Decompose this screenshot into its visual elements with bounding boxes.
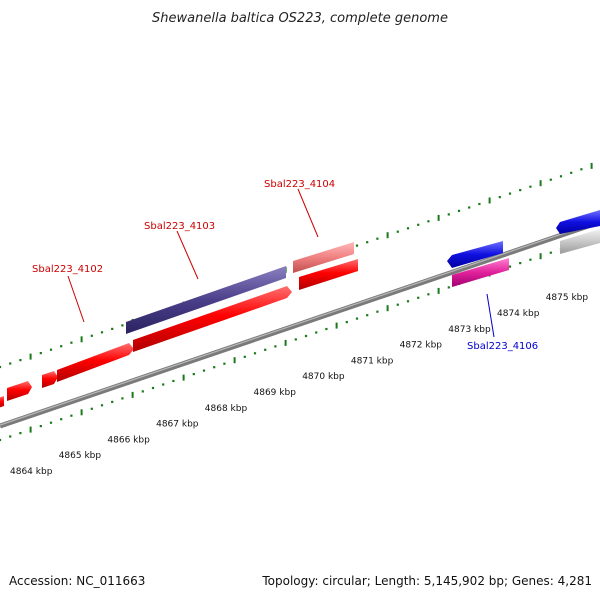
kbp-label: 4874 kbp [497, 309, 540, 319]
kbp-label: 4869 kbp [254, 388, 297, 398]
scale-labels: 4864 kbp 4865 kbp 4866 kbp 4867 kbp 4868 kbp… [10, 293, 588, 477]
gene-labels: Sbal223_4102 Sbal223_4103 Sbal223_4104 S… [32, 179, 538, 352]
leader-line [176, 230, 199, 280]
kbp-label: 4867 kbp [156, 420, 199, 430]
kbp-label: 4875 kbp [546, 293, 589, 303]
gene-feature[interactable] [452, 258, 509, 287]
gene-feature[interactable] [447, 241, 503, 268]
kbp-label: 4871 kbp [351, 356, 394, 366]
leader-line [486, 293, 495, 338]
gene-feature[interactable] [133, 286, 292, 352]
gene-label[interactable]: Sbal223_4103 [144, 221, 215, 232]
genome-backbone [0, 219, 600, 429]
gene-feature[interactable] [293, 242, 354, 273]
kbp-label: 4872 kbp [400, 341, 443, 351]
accession-text: Accession: NC_011663 [9, 574, 145, 588]
gene-feature[interactable] [126, 266, 286, 334]
kbp-label: 4866 kbp [107, 435, 150, 445]
gene-feature[interactable] [560, 229, 600, 254]
leader-line [297, 188, 319, 238]
kbp-label: 4864 kbp [10, 467, 53, 477]
gene-label[interactable]: Sbal223_4102 [32, 264, 103, 275]
kbp-label: 4865 kbp [59, 451, 102, 461]
gene-feature[interactable] [0, 396, 4, 408]
gene-feature[interactable] [299, 259, 358, 290]
gene-feature[interactable] [57, 343, 134, 382]
genome-summary-text: Topology: circular; Length: 5,145,902 bp… [261, 574, 592, 588]
gene-features [0, 210, 600, 408]
map-title: Shewanella baltica OS223, complete genom… [152, 11, 448, 26]
leader-line [67, 275, 85, 323]
genome-backbone-highlight [0, 220, 600, 426]
kbp-label: 4873 kbp [448, 325, 491, 335]
gene-label[interactable]: Sbal223_4104 [264, 179, 335, 190]
gene-feature[interactable] [556, 210, 600, 234]
gene-feature[interactable] [7, 381, 32, 401]
gene-feature[interactable] [42, 371, 58, 388]
gene-label[interactable]: Sbal223_4106 [467, 341, 538, 352]
kbp-label: 4870 kbp [302, 372, 345, 382]
kbp-label: 4868 kbp [205, 404, 248, 414]
